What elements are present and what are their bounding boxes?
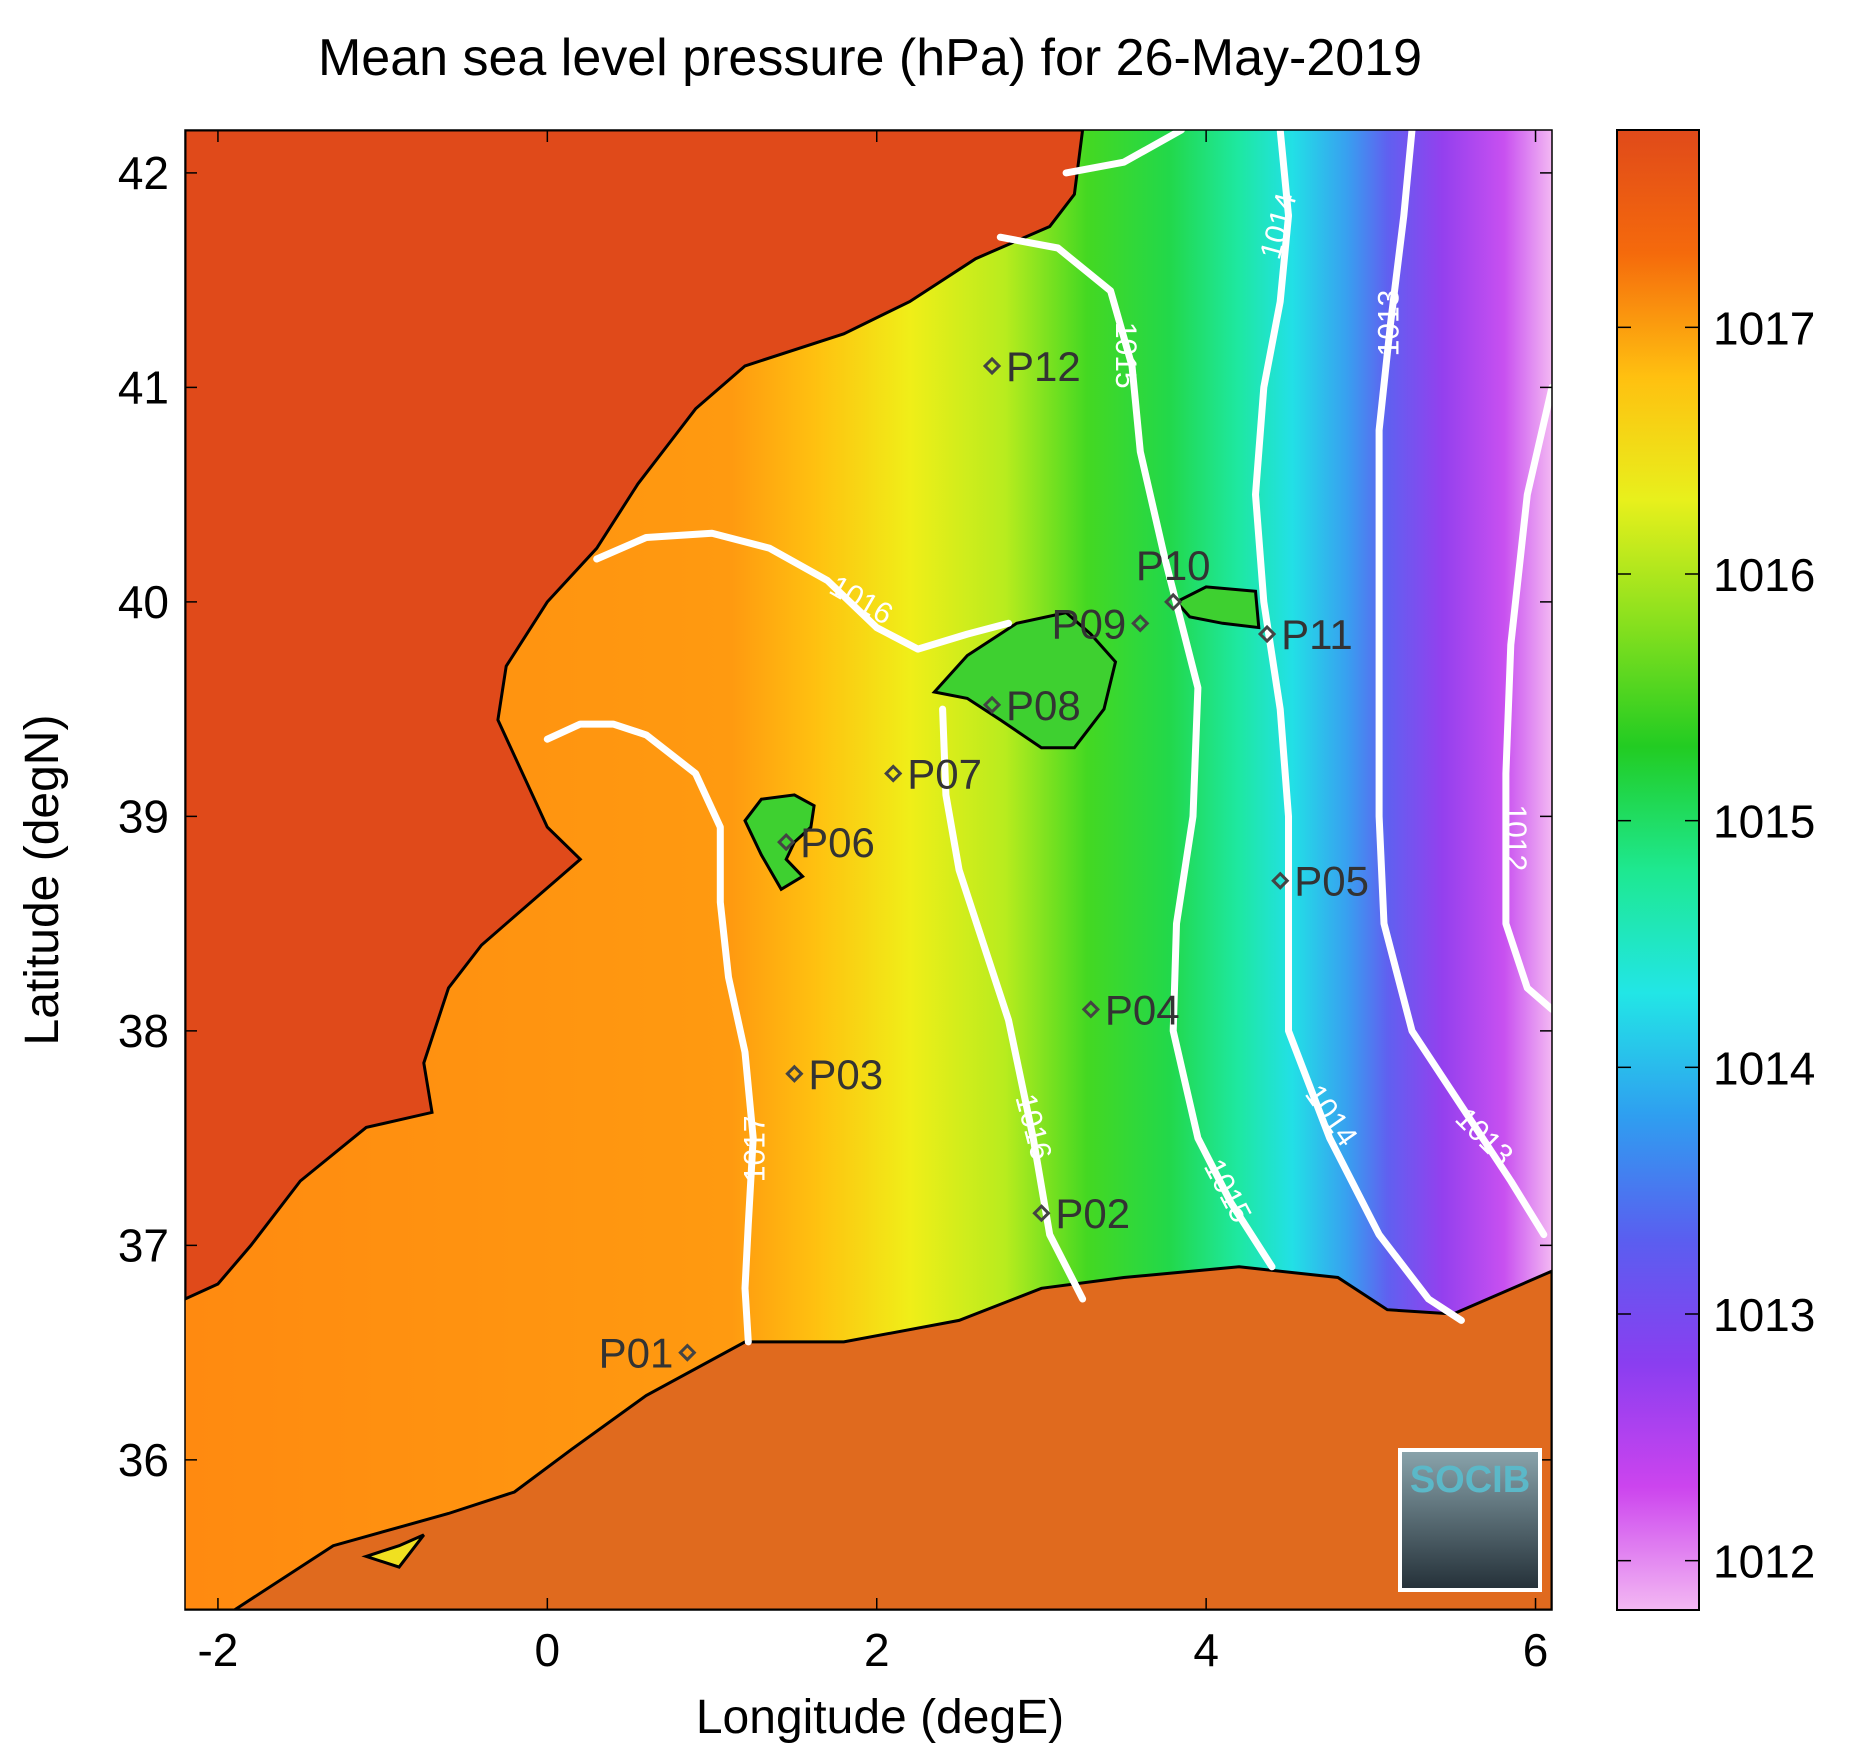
isobar-label: 1017 (738, 1115, 771, 1182)
station-p06: P06 (777, 819, 875, 866)
station-marker-icon (1131, 614, 1150, 633)
station-label: P08 (1006, 682, 1081, 729)
y-tick-label: 36 (118, 1434, 169, 1486)
y-tick-label: 42 (118, 147, 169, 199)
island-mallorca (931, 610, 1118, 750)
colorbar-tick-label: 1015 (1713, 796, 1815, 848)
colorbar-tick-label: 1014 (1713, 1042, 1815, 1094)
x-tick-label: 0 (535, 1624, 561, 1676)
station-marker-icon (1081, 1000, 1100, 1019)
station-label: P10 (1136, 542, 1211, 589)
station-marker-icon (884, 764, 903, 783)
station-p03: P03 (785, 1051, 883, 1098)
y-tick-label: 41 (118, 361, 169, 413)
station-label: P06 (800, 819, 875, 866)
station-label: P11 (1281, 611, 1353, 658)
station-marker-icon (1032, 1204, 1051, 1223)
isobar-label: 1012 (1499, 804, 1532, 871)
isobar-label: 1013 (1373, 290, 1406, 357)
y-tick-label: 37 (118, 1219, 169, 1271)
socib-logo: SOCIB (1398, 1448, 1542, 1592)
isobar-1016 (593, 529, 1012, 653)
station-p05: P05 (1271, 858, 1369, 905)
station-p08: P08 (982, 682, 1081, 729)
colorbar-scale (1616, 129, 1700, 1611)
island-alboran (361, 1533, 425, 1569)
station-p10: P10 (1136, 542, 1211, 612)
y-tick-label: 38 (118, 1005, 169, 1057)
station-marker-icon (982, 356, 1002, 376)
station-p11: P11 (1257, 611, 1353, 658)
isobar-1013 (1375, 130, 1548, 1239)
station-p09: P09 (1052, 600, 1150, 647)
isobar-label: 1015 (1109, 322, 1142, 389)
station-marker-icon (982, 695, 1002, 714)
socib-logo-box (1398, 1448, 1542, 1592)
station-marker-icon (1164, 592, 1183, 612)
station-marker-icon (785, 1064, 804, 1083)
station-label: P01 (599, 1330, 674, 1377)
station-p12: P12 (982, 343, 1081, 390)
isobar-1016 (939, 705, 1087, 1303)
isobar-1015 (996, 233, 1276, 1271)
x-tick-label: 6 (1523, 1624, 1549, 1676)
plot-title: Mean sea level pressure (hPa) for 26-May… (318, 29, 1422, 87)
station-label: P04 (1105, 986, 1180, 1033)
station-p02: P02 (1032, 1190, 1130, 1237)
station-label: P12 (1006, 343, 1081, 390)
socib-logo-text: SOCIB (1410, 1459, 1530, 1501)
station-p07: P07 (884, 750, 982, 797)
x-tick-label: -2 (197, 1624, 238, 1676)
colorbar-ticks: 1012 1013 1014 1015 1016 1017 (1617, 302, 1815, 1588)
station-label: P09 (1052, 600, 1127, 647)
station-p01: P01 (599, 1330, 697, 1377)
station-label: P02 (1055, 1190, 1130, 1237)
y-tick-label: 39 (118, 790, 169, 842)
colorbar-tick-label: 1016 (1713, 549, 1815, 601)
station-marker-icon (1271, 871, 1290, 890)
station-marker-icon (1257, 624, 1277, 644)
x-tick-label: 2 (864, 1624, 890, 1676)
y-axis-title: Latitude (degN) (16, 715, 69, 1046)
y-axis: 36 37 38 39 40 41 42 (118, 147, 1552, 1486)
isobar-1015 (1062, 130, 1185, 177)
colorbar-tick-label: 1013 (1713, 1289, 1815, 1341)
station-p04: P04 (1081, 986, 1180, 1033)
isobar-1017 (543, 720, 757, 1346)
station-label: P07 (907, 750, 982, 797)
station-label: P03 (808, 1051, 883, 1098)
colorbar-tick-label: 1017 (1713, 302, 1815, 354)
isobar-1012 (1502, 383, 1552, 1013)
station-marker-icon (777, 832, 796, 852)
island-menorca (1174, 585, 1261, 630)
x-tick-label: 4 (1193, 1624, 1219, 1676)
land-iberia (185, 130, 1085, 1301)
isobar-1014 (1252, 130, 1465, 1324)
colorbar: 1012 1013 1014 1015 1016 1017 (1616, 129, 1815, 1611)
station-label: P05 (1294, 858, 1369, 905)
x-axis: -2 0 2 4 6 (197, 130, 1548, 1676)
station-marker-icon (678, 1343, 697, 1362)
x-axis-title: Longitude (degE) (696, 1691, 1064, 1744)
y-tick-label: 40 (118, 576, 169, 628)
map-area: 1017101610161015101510141014101310131012… (185, 130, 1552, 1610)
colorbar-tick-label: 1012 (1713, 1536, 1815, 1588)
plot-frame (184, 129, 1553, 1611)
